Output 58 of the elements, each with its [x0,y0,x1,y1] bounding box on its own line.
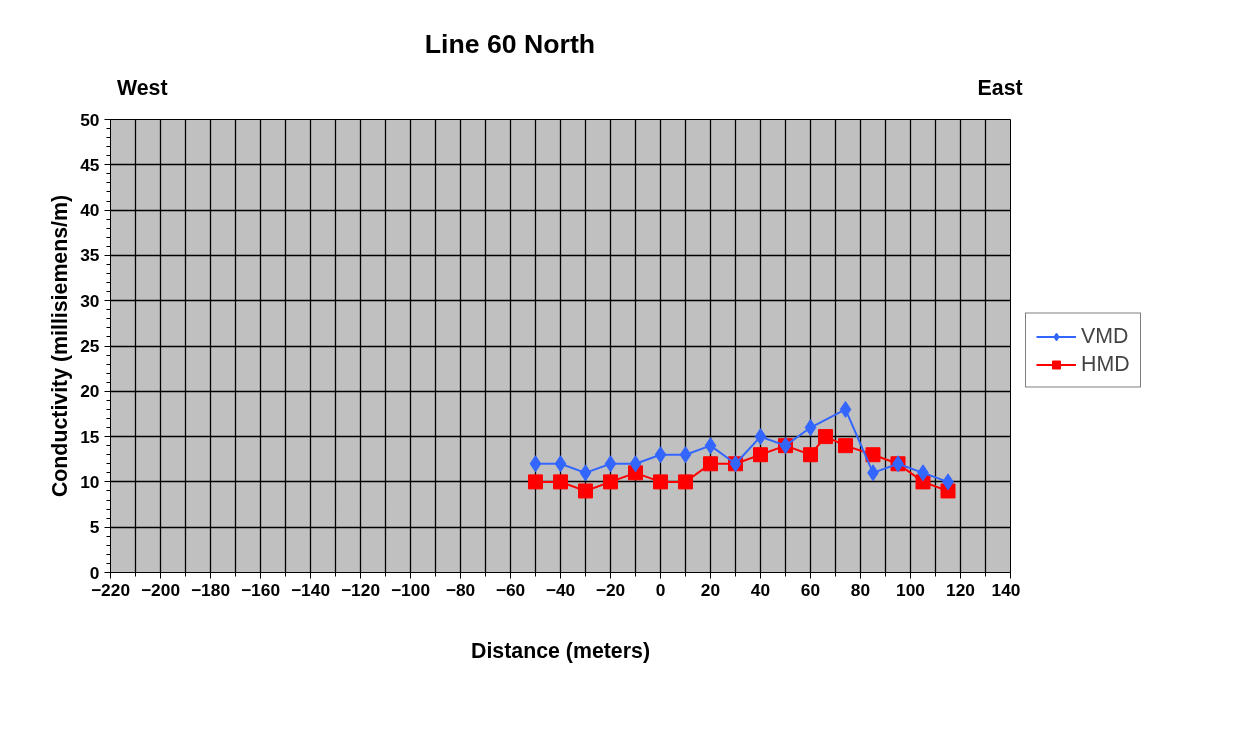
point [653,473,668,489]
point [654,445,667,463]
x-tick-label: −160 [240,579,281,600]
chart-title: Line 60 North [424,28,596,61]
y-tick-label: 10 [80,471,100,492]
x-tick-label: 20 [700,579,721,600]
point [554,454,567,472]
point [679,445,692,463]
point [603,473,618,489]
x-tick-label: −40 [545,579,576,600]
x-tick-label: 140 [991,579,1021,600]
point [804,418,817,436]
point [604,454,617,472]
point [803,446,818,462]
text: East [977,75,1023,103]
x-tick-label: −180 [190,579,231,600]
x-tick-label: −200 [140,579,181,600]
x-tick-label: −80 [445,579,476,600]
legend-label: VMD [1081,323,1129,349]
x-tick-label: 80 [850,579,871,600]
x-tick-label: −20 [595,579,626,600]
y-tick-label: 40 [80,199,100,220]
y-tick-label: 50 [80,109,100,130]
point [865,446,881,462]
point [578,483,593,499]
point [703,455,718,471]
y-tick-label: 15 [80,426,100,447]
point [818,428,833,444]
point [753,446,768,462]
x-tick-label: −100 [390,579,431,600]
point [839,400,852,418]
y-tick-label: 25 [80,335,100,356]
x-tick-label: −120 [340,579,381,600]
text: West [117,75,168,103]
legend-label: HMD [1081,351,1130,377]
point [529,454,542,472]
point [579,463,592,481]
y-tick-label: 35 [80,244,100,265]
y-tick-label: 20 [80,380,100,401]
x-tick-label: 60 [800,579,821,600]
y-tick-label: 45 [80,154,100,175]
x-tick-label: −60 [495,579,526,600]
point [754,427,767,445]
point [838,437,853,453]
point [553,473,568,489]
x-tick-label: 120 [946,579,975,600]
x-axis-title: Distance (meters) [471,638,651,663]
y-axis-title: Conductivity (millisiemens/m) [48,194,73,497]
point [528,473,543,489]
x-tick-label: 100 [896,579,925,600]
y-tick-label: 5 [89,516,100,537]
point [704,436,717,454]
x-tick-label: 0 [655,579,666,600]
x-tick-label: −140 [290,579,331,600]
x-tick-label: 40 [750,579,771,600]
point [629,454,642,472]
y-tick-label: 30 [80,290,100,311]
point [678,473,693,489]
